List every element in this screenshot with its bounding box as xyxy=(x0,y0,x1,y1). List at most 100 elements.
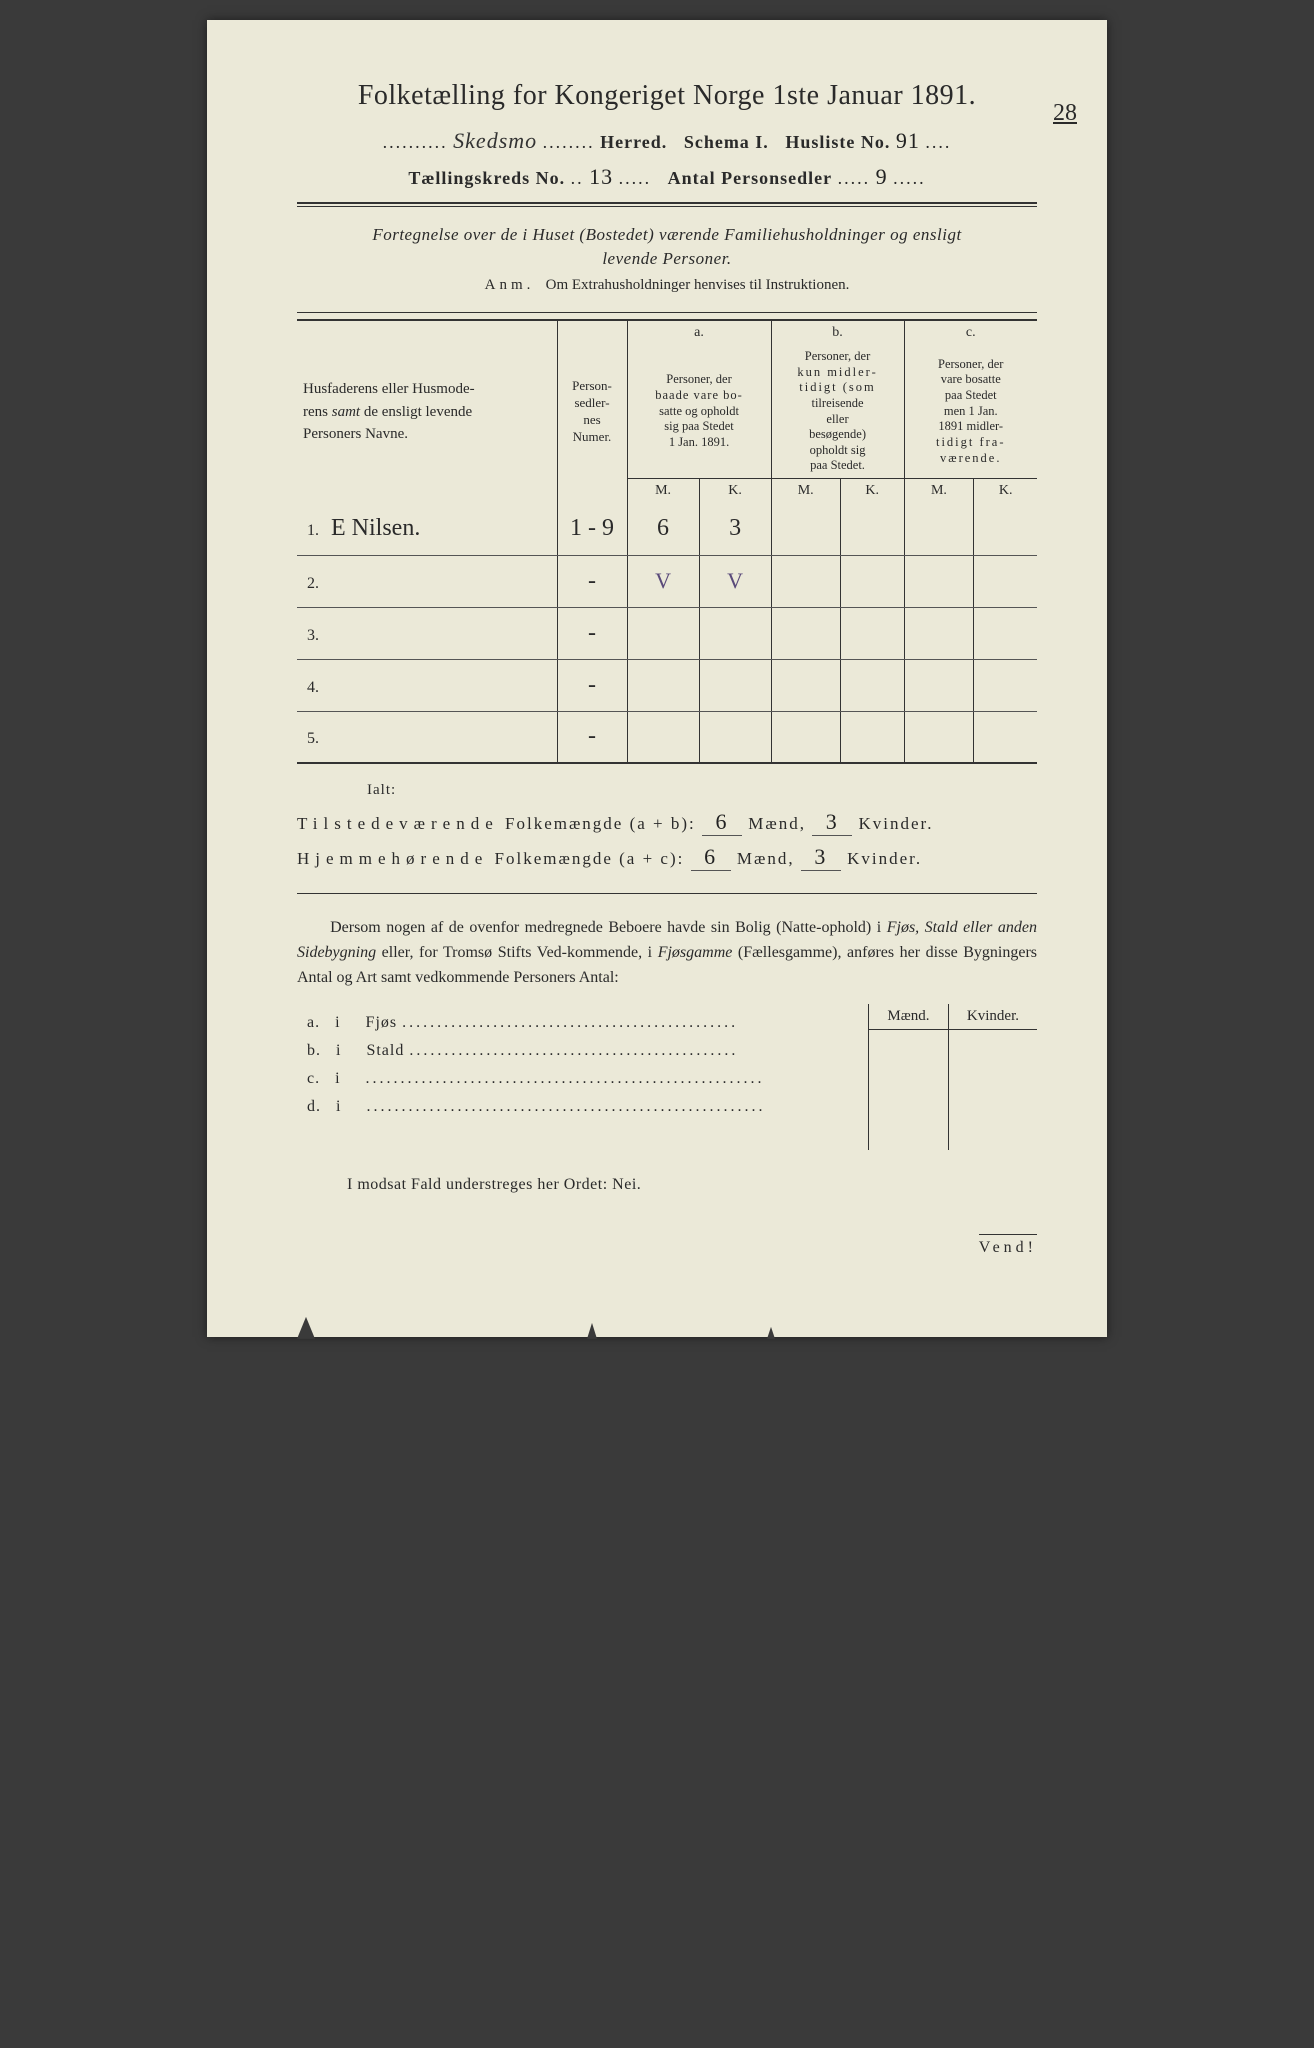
mk-m: M. xyxy=(627,479,699,504)
a-m-cell: V xyxy=(627,555,699,607)
margin-num: 28 xyxy=(1053,100,1077,126)
b-k-cell xyxy=(840,659,904,711)
a-k-cell: V xyxy=(699,555,771,607)
divider xyxy=(297,893,1037,894)
herred-value: Skedsmo xyxy=(453,128,537,153)
resident-label: Hjemmehørende xyxy=(297,849,488,868)
ps-cell: 1 - 9 xyxy=(557,503,627,555)
resident-kvinder: 3 xyxy=(801,844,841,871)
col-ps-header: Person- sedler- nes Numer. xyxy=(557,320,627,503)
divider xyxy=(297,312,1037,313)
c-m-cell xyxy=(904,555,974,607)
mk-m: M. xyxy=(904,479,974,504)
antal-value: 9 xyxy=(876,164,888,189)
subtitle-line1: Fortegnelse over de i Huset (Bostedet) v… xyxy=(297,225,1037,245)
col-b-letter: b. xyxy=(771,320,904,345)
table-row: 3. - xyxy=(297,607,1037,659)
col-a-letter: a. xyxy=(627,320,771,345)
vend-label: Vend! xyxy=(979,1234,1037,1257)
antal-label: Antal Personsedler xyxy=(668,168,832,188)
c-k-cell xyxy=(974,711,1037,763)
abcd-row: a. i Fjøs ..............................… xyxy=(297,1014,858,1032)
maend-label: Mænd, xyxy=(748,814,806,833)
nei-line: I modsat Fald understreges her Ordet: Ne… xyxy=(347,1176,1037,1194)
ps-cell: - xyxy=(557,555,627,607)
totals-resident: Hjemmehørende Folkemængde (a + c): 6 Mæn… xyxy=(297,844,1037,871)
abcd-block: a. i Fjøs ..............................… xyxy=(297,1004,1037,1150)
mk-k: K. xyxy=(974,479,1037,504)
ialt-label: Ialt: xyxy=(367,782,1037,799)
census-form-page: 28 Folketælling for Kongeriget Norge 1st… xyxy=(207,20,1107,1337)
anm-line: Anm. Om Extrahusholdninger henvises til … xyxy=(297,277,1037,294)
mk-kvinder: Kvinder. xyxy=(948,1004,1037,1030)
page-tear xyxy=(767,1327,775,1339)
b-m-cell xyxy=(771,555,840,607)
b-k-cell xyxy=(840,503,904,555)
abcd-list: a. i Fjøs ..............................… xyxy=(297,1004,858,1150)
dots: ..... xyxy=(619,168,652,188)
c-k-cell xyxy=(974,659,1037,711)
maend-label: Mænd, xyxy=(737,849,795,868)
c-m-cell xyxy=(904,503,974,555)
name-cell: 5. xyxy=(297,711,557,763)
col-a-desc: Personer, der baade vare bo- satte og op… xyxy=(627,345,771,479)
col-c-desc: Personer, der vare bosatte paa Stedet me… xyxy=(904,345,1037,479)
a-m-cell xyxy=(627,607,699,659)
anm-label: Anm. xyxy=(485,277,535,293)
herred-line: .......... Skedsmo ........ Herred. Sche… xyxy=(297,128,1037,154)
page-title: Folketælling for Kongeriget Norge 1ste J… xyxy=(297,80,1037,112)
ps-cell: - xyxy=(557,607,627,659)
c-m-cell xyxy=(904,659,974,711)
husliste-value: 91 xyxy=(896,128,920,153)
b-m-cell xyxy=(771,503,840,555)
dots: .... xyxy=(925,132,951,152)
present-kvinder: 3 xyxy=(812,809,852,836)
mk-cell xyxy=(948,1030,1037,1150)
schema-label: Schema I. xyxy=(684,132,769,152)
name-cell: 2. xyxy=(297,555,557,607)
b-m-cell xyxy=(771,711,840,763)
divider xyxy=(297,202,1037,207)
mk-maend: Mænd. xyxy=(868,1004,948,1030)
a-k-cell: 3 xyxy=(699,503,771,555)
table-row: 5. - xyxy=(297,711,1037,763)
margin-fraction: 28 xyxy=(1053,100,1077,127)
c-m-cell xyxy=(904,711,974,763)
mk-k: K. xyxy=(699,479,771,504)
a-m-cell xyxy=(627,659,699,711)
page-tear xyxy=(587,1323,597,1339)
c-k-cell xyxy=(974,607,1037,659)
name-cell: 4. xyxy=(297,659,557,711)
name-cell: 3. xyxy=(297,607,557,659)
b-k-cell xyxy=(840,555,904,607)
col-c-letter: c. xyxy=(904,320,1037,345)
kvinder-label: Kvinder. xyxy=(847,849,922,868)
a-m-cell xyxy=(627,711,699,763)
mk-cell xyxy=(868,1030,948,1150)
census-table: Husfaderens eller Husmode- rens samt de … xyxy=(297,319,1037,764)
building-paragraph: Dersom nogen af de ovenfor medregnede Be… xyxy=(297,916,1037,990)
abcd-row: c. i ...................................… xyxy=(297,1070,858,1088)
c-k-cell xyxy=(974,555,1037,607)
husliste-label: Husliste No. xyxy=(785,132,890,152)
subtitle-line2: levende Personer. xyxy=(297,249,1037,269)
b-m-cell xyxy=(771,659,840,711)
a-m-cell: 6 xyxy=(627,503,699,555)
tkreds-value: 13 xyxy=(589,164,613,189)
ps-cell: - xyxy=(557,711,627,763)
tkreds-label: Tællingskreds No. xyxy=(408,168,565,188)
c-m-cell xyxy=(904,607,974,659)
abcd-row: b. i Stald .............................… xyxy=(297,1042,858,1060)
anm-text: Om Extrahusholdninger henvises til Instr… xyxy=(546,277,850,293)
dots: ........ xyxy=(543,132,595,152)
b-k-cell xyxy=(840,711,904,763)
ps-cell: - xyxy=(557,659,627,711)
col-b-desc: Personer, der kun midler- tidigt (som ti… xyxy=(771,345,904,479)
table-row: 1. E Nilsen.1 - 963 xyxy=(297,503,1037,555)
b-k-cell xyxy=(840,607,904,659)
dots: ..... xyxy=(893,168,926,188)
a-k-cell xyxy=(699,659,771,711)
kvinder-label: Kvinder. xyxy=(859,814,934,833)
herred-label: Herred. xyxy=(600,132,667,152)
mk-k: K. xyxy=(840,479,904,504)
